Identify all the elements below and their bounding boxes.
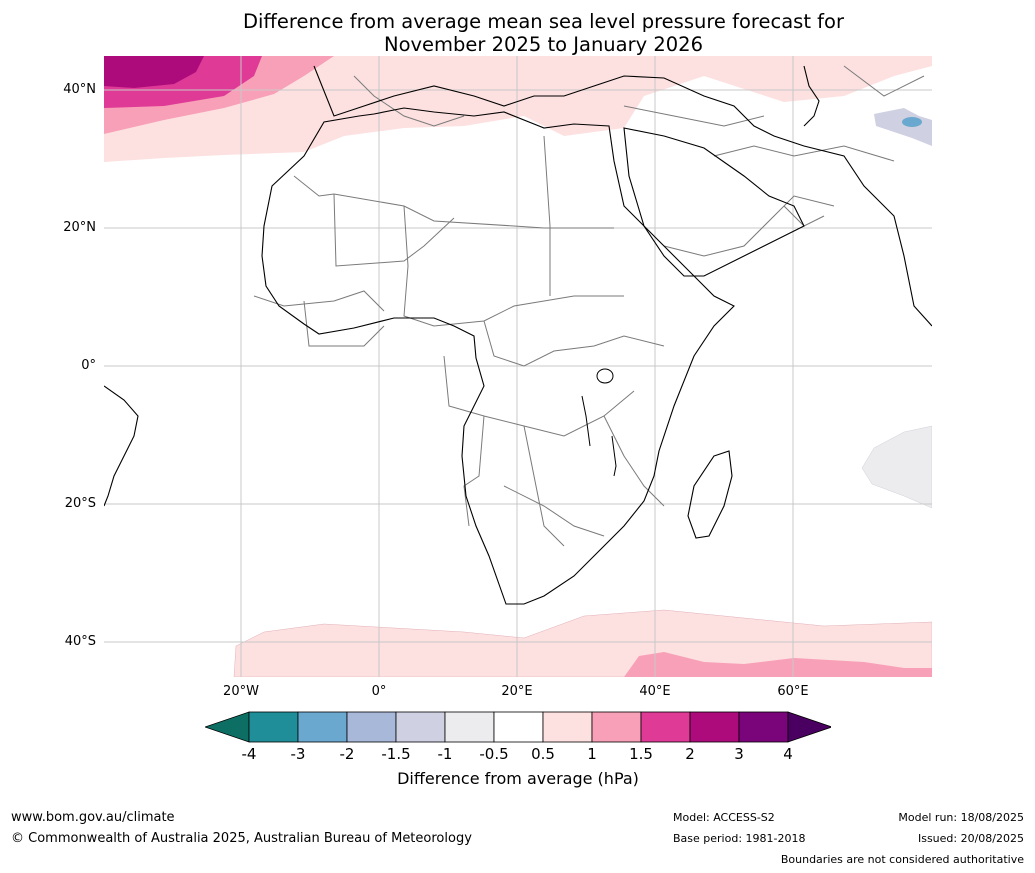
lat-label-20s: 20°S <box>64 496 96 511</box>
colorbar <box>203 710 834 748</box>
europe-coastline <box>313 65 932 327</box>
lat-label-40n: 40°N <box>63 82 96 97</box>
coastlines <box>104 65 932 605</box>
map-panel[interactable] <box>104 56 932 677</box>
footer-copyright: © Commonwealth of Australia 2025, Austra… <box>11 831 472 846</box>
colorbar-tick-label: -1 <box>437 745 453 763</box>
arabia-coastline <box>623 127 805 277</box>
footer-model: Model: ACCESS-S2 <box>673 811 775 824</box>
lon-label-60e: 60°E <box>777 684 809 699</box>
africa-coastline <box>261 107 735 605</box>
lon-label-20e: 20°E <box>501 684 533 699</box>
colorbar-swatch <box>297 711 348 743</box>
anomaly-shading <box>104 56 932 677</box>
anomaly-pink-southern-ocean <box>624 652 932 677</box>
colorbar-tick-label: 3 <box>734 745 744 763</box>
colorbar-extend-high <box>787 711 834 743</box>
colorbar-swatch <box>738 711 789 743</box>
colorbar-swatch <box>248 711 299 743</box>
madagascar-coastline <box>687 450 733 539</box>
lake-victoria <box>596 368 614 384</box>
colorbar-swatch <box>542 711 593 743</box>
lon-label-20w: 20°W <box>223 684 259 699</box>
colorbar-swatch <box>689 711 740 743</box>
graticule <box>104 56 932 677</box>
anomaly-dark-blue-iran <box>902 117 922 127</box>
colorbar-swatch <box>493 711 544 743</box>
anomaly-light-pink-southern-ocean <box>233 609 932 677</box>
footer-website[interactable]: www.bom.gov.au/climate <box>11 810 175 825</box>
colorbar-tick-label: 2 <box>685 745 695 763</box>
colorbar-extend-low <box>203 711 250 743</box>
colorbar-tick-label: -0.5 <box>479 745 509 763</box>
colorbar-tick-label: -4 <box>241 745 257 763</box>
title-line-1: Difference from average mean sea level p… <box>243 10 844 33</box>
footer-disclaimer: Boundaries are not considered authoritat… <box>780 853 1024 866</box>
colorbar-swatch <box>591 711 642 743</box>
colorbar-tick-label: -1.5 <box>381 745 411 763</box>
colorbar-title: Difference from average (hPa) <box>397 769 639 788</box>
colorbar-swatch <box>346 711 397 743</box>
map-title: Difference from average mean sea level p… <box>0 10 1035 56</box>
map-canvas <box>104 56 932 677</box>
lakes <box>581 368 617 477</box>
anomaly-grey-indian-ocean <box>861 425 932 509</box>
title-line-2: November 2025 to January 2026 <box>384 33 703 56</box>
colorbar-tick-label: 1.5 <box>629 745 653 763</box>
colorbar-swatches <box>203 711 834 743</box>
caspian-coastline <box>803 65 820 127</box>
lat-label-20n: 20°N <box>63 220 96 235</box>
lat-label-40s: 40°S <box>64 634 96 649</box>
footer-issued: Issued: 20/08/2025 <box>917 832 1024 845</box>
south-america-coastline <box>104 385 139 507</box>
footer-base-period: Base period: 1981-2018 <box>673 832 806 845</box>
colorbar-tick-label: 4 <box>783 745 793 763</box>
colorbar-swatch <box>395 711 446 743</box>
footer-model-run: Model run: 18/08/2025 <box>898 811 1024 824</box>
lake-malawi <box>611 435 617 477</box>
colorbar-swatch <box>640 711 691 743</box>
anomaly-blue-iran <box>874 108 932 146</box>
anomaly-light-pink-north-atlantic <box>104 56 932 162</box>
colorbar-tick-label: 0.5 <box>531 745 555 763</box>
colorbar-tick-label: -3 <box>290 745 306 763</box>
lon-label-40e: 40°E <box>639 684 671 699</box>
colorbar-swatch <box>444 711 495 743</box>
colorbar-tick-label: -2 <box>339 745 355 763</box>
anomaly-dark-magenta-north-atlantic <box>104 56 204 88</box>
country-borders <box>253 65 925 547</box>
lon-label-0: 0° <box>371 684 387 699</box>
colorbar-tick-label: 1 <box>587 745 597 763</box>
lake-tanganyika <box>581 395 591 447</box>
lat-label-equator: 0° <box>81 358 96 373</box>
